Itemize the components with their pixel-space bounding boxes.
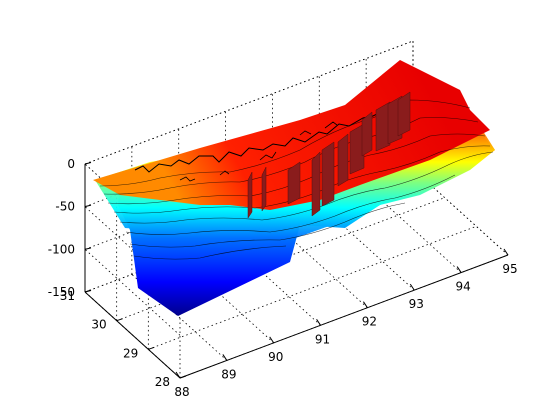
x-tick-label: 90 — [268, 350, 283, 364]
x-tick-mark — [175, 371, 181, 379]
x-tick-label: 95 — [502, 262, 517, 276]
fin-marker — [375, 101, 391, 152]
contour-line — [119, 151, 494, 224]
x-tick-mark — [363, 301, 368, 308]
y-tick-mark — [84, 289, 92, 293]
z-tick-label: 0 — [67, 157, 75, 171]
z-axis-ticks: 0 -50 -100 -150 — [48, 157, 92, 299]
fin-marker — [261, 166, 267, 212]
fin-marker — [361, 111, 373, 157]
contour-line — [103, 117, 479, 195]
floor-grid-x — [131, 274, 228, 361]
contour-line — [129, 202, 406, 248]
x-tick-mark — [222, 354, 228, 361]
y-tick-label: 29 — [123, 346, 138, 360]
z-tick-label: -150 — [48, 285, 75, 299]
x-tick-label: 92 — [362, 315, 377, 329]
floor-grid-x — [272, 221, 368, 309]
y-tick-mark — [148, 346, 155, 350]
floor-grid-x — [365, 186, 462, 273]
fin-marker — [287, 161, 301, 205]
x-tick-label: 91 — [315, 332, 330, 346]
x-tick-label: 89 — [221, 367, 236, 381]
contour-line — [107, 133, 486, 205]
x-tick-label: 88 — [174, 385, 189, 399]
y-tick-mark — [179, 375, 187, 379]
y-tick-mark — [116, 318, 123, 322]
contour-line — [125, 174, 456, 235]
z-tick-label: -100 — [48, 242, 75, 256]
x-tick-label: 93 — [409, 297, 424, 311]
floor-grid-x — [178, 256, 274, 344]
x-axis-ticks: 88 89 90 91 92 93 94 95 — [174, 248, 518, 399]
coastline — [134, 109, 396, 173]
sidewall-grid-z — [84, 291, 181, 379]
x-axis-line — [179, 254, 509, 379]
dark-fins — [247, 91, 411, 219]
z-tick-label: -50 — [55, 200, 75, 214]
z-tick-mark — [84, 204, 92, 208]
z-tick-mark — [84, 247, 92, 250]
x-tick-mark — [456, 266, 462, 273]
floor-right-edge — [412, 168, 509, 256]
fin-marker — [337, 133, 349, 187]
shelf-top — [93, 60, 490, 210]
y-tick-label: 31 — [60, 289, 75, 303]
floor-grid-x — [319, 203, 415, 291]
x-tick-mark — [503, 248, 509, 256]
bathymetry-surface — [93, 60, 495, 316]
x-tick-mark — [269, 336, 275, 344]
fin-marker — [349, 123, 365, 175]
contour-line — [133, 245, 287, 260]
fin-marker — [247, 171, 253, 219]
fin-marker — [321, 141, 335, 207]
fin-marker — [397, 91, 411, 137]
sidewall-grid-z — [84, 206, 181, 293]
y-axis-ticks: 28 29 30 31 — [60, 289, 187, 389]
x-tick-mark — [409, 283, 415, 291]
x-tick-mark — [316, 319, 321, 326]
floor-grid-x — [225, 238, 321, 326]
y-tick-label: 30 — [91, 318, 106, 332]
fin-marker — [311, 151, 321, 217]
y-tick-label: 28 — [155, 375, 170, 389]
sidewall-grid-z — [84, 249, 181, 336]
z-tick-mark — [84, 162, 92, 165]
coastline-detail — [179, 121, 338, 182]
x-tick-label: 94 — [456, 280, 471, 294]
